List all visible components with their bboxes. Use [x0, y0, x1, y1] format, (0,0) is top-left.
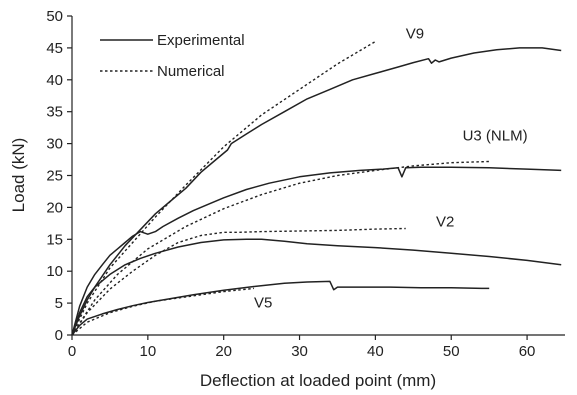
series-v9-experimental	[71, 47, 562, 336]
y-tick-label-25: 25	[46, 168, 63, 185]
y-tick-label-5: 5	[55, 295, 63, 312]
y-tick-label-15: 15	[46, 231, 63, 248]
ticks: 0 10 20 30 40 50 60 0 5 10 15 20 25 30 35 40 45 50	[46, 8, 535, 360]
series-labels: V9 U3 (NLM) V2 V5	[254, 25, 528, 311]
y-tick-label-45: 45	[46, 40, 63, 57]
series-label-v9: V9	[406, 25, 424, 42]
y-tick-label-40: 40	[46, 72, 63, 89]
series-u3-nlm-numerical	[71, 160, 490, 336]
y-tick-label-0: 0	[55, 327, 63, 344]
x-axis-title: Deflection at loaded point (mm)	[200, 371, 436, 390]
series-label-v5: V5	[254, 295, 272, 312]
legend-label-experimental: Experimental	[157, 32, 245, 49]
y-tick-label-10: 10	[46, 263, 63, 280]
x-tick-label-30: 30	[291, 343, 308, 360]
x-tick-label-50: 50	[443, 343, 460, 360]
y-tick-label-50: 50	[46, 8, 63, 25]
series-v5-numerical	[71, 287, 255, 336]
legend: Experimental Numerical	[100, 32, 245, 80]
y-axis-title: Load (kN)	[9, 138, 28, 213]
series-label-u3-nlm: U3 (NLM)	[463, 127, 528, 144]
y-tick-label-35: 35	[46, 104, 63, 121]
x-tick-label-40: 40	[367, 343, 384, 360]
series-v5-experimental	[71, 280, 490, 336]
x-tick-label-10: 10	[140, 343, 157, 360]
y-tick-label-30: 30	[46, 136, 63, 153]
x-tick-label-20: 20	[215, 343, 232, 360]
legend-label-numerical: Numerical	[157, 63, 225, 80]
y-tick-label-20: 20	[46, 199, 63, 216]
axes	[71, 16, 565, 336]
series-v2-numerical	[71, 227, 406, 336]
series-v2-experimental	[71, 238, 562, 336]
series-layer	[71, 40, 562, 336]
series-u3-nlm-experimental	[71, 166, 562, 336]
series-label-v2: V2	[436, 214, 454, 231]
x-tick-label-60: 60	[519, 343, 536, 360]
x-tick-label-0: 0	[68, 343, 76, 360]
